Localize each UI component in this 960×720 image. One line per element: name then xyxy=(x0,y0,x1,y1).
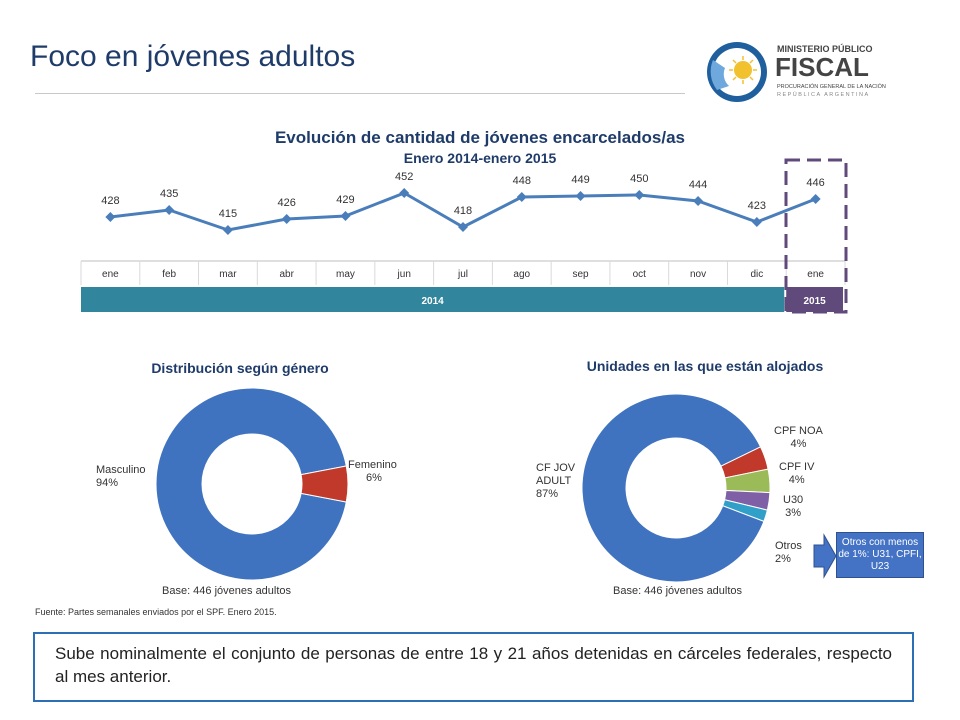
data-point xyxy=(634,190,645,200)
data-label: 429 xyxy=(336,194,354,206)
x-tick-label: ago xyxy=(513,269,530,280)
data-label: 448 xyxy=(513,175,531,187)
x-tick-label: nov xyxy=(690,269,706,280)
x-tick-label: feb xyxy=(162,269,176,280)
callout-arrow-icon xyxy=(813,533,837,579)
line-chart: 2014 2015 428 435 415 426 429 452 418 448 449 450 4… xyxy=(80,158,848,314)
otros-callout: Otros con menos de 1%: U31, CPFI, U23 xyxy=(836,532,924,578)
year-band-2014 xyxy=(81,287,785,312)
data-point xyxy=(164,205,175,215)
ministerio-publico-fiscal-logo: MINISTERIO PÚBLICO FISCAL PROCURACIÓN GE… xyxy=(707,42,886,102)
slide-title: Foco en jóvenes adultos xyxy=(30,40,356,73)
units-base-note: Base: 446 jóvenes adultos xyxy=(613,585,743,597)
data-label: 444 xyxy=(689,179,707,191)
data-label: 428 xyxy=(101,195,119,207)
line-chart-subtitle: Enero 2014-enero 2015 xyxy=(403,150,557,166)
slice-label: Otros xyxy=(775,540,802,552)
gender-chart-title: Distribución según género xyxy=(151,360,329,376)
slice-label: CPF IV xyxy=(779,461,815,473)
x-tick-label: dic xyxy=(750,269,763,280)
x-tick-label: ene xyxy=(102,269,119,280)
data-point xyxy=(399,188,410,198)
data-point xyxy=(222,225,233,235)
slice-percent: 3% xyxy=(785,507,802,519)
units-label-cpf-iv: CPF IV 4% xyxy=(779,461,814,487)
units-label-cpf-noa: CPF NOA 4% xyxy=(774,425,823,451)
year-label: 2015 xyxy=(803,296,826,307)
x-tick-label: ene xyxy=(807,269,824,280)
title-divider xyxy=(35,93,685,94)
slice-percent: 4% xyxy=(790,438,807,450)
x-tick-label: abr xyxy=(279,269,294,280)
slice-percent: 94% xyxy=(96,477,119,489)
data-point xyxy=(458,222,468,232)
logo-arc xyxy=(710,60,729,90)
slice-percent: 2% xyxy=(775,553,791,565)
slice-label: CPF NOA xyxy=(774,425,823,437)
data-label: 426 xyxy=(278,197,296,209)
slice-percent: 6% xyxy=(366,472,382,484)
data-label: 423 xyxy=(748,200,766,212)
data-label: 452 xyxy=(395,171,413,183)
slice-label: Femenino xyxy=(348,459,397,471)
x-tick-label: oct xyxy=(633,269,647,280)
slice-masculino xyxy=(155,387,347,581)
logo-line3: PROCURACIÓN GENERAL DE LA NACIÓN xyxy=(777,83,886,90)
data-point xyxy=(693,196,704,206)
data-label: 418 xyxy=(454,205,472,217)
units-donut-chart xyxy=(581,393,771,583)
x-tick-label: sep xyxy=(572,269,589,280)
gender-label-femenino: Femenino 6% xyxy=(348,459,397,485)
highlight-2015-box xyxy=(784,158,848,314)
slice-percent: 87% xyxy=(536,488,559,500)
data-point xyxy=(810,194,821,204)
slice-label: U30 xyxy=(783,494,804,506)
line-chart-title: Evolución de cantidad de jóvenes encarce… xyxy=(274,128,686,147)
year-label: 2014 xyxy=(421,296,444,307)
gender-base-note: Base: 446 jóvenes adultos xyxy=(162,585,292,597)
gender-donut-chart xyxy=(155,387,349,581)
logo-line1: MINISTERIO PÚBLICO xyxy=(777,43,873,54)
units-label-u30: U30 3% xyxy=(783,494,803,520)
x-tick-label: may xyxy=(336,269,355,280)
data-point xyxy=(516,192,527,202)
data-label: 415 xyxy=(219,208,237,220)
year-band-2015 xyxy=(786,287,843,312)
slice-cf-jov-adult xyxy=(581,393,765,583)
source-note: Fuente: Partes semanales enviados por el… xyxy=(35,607,277,617)
data-label: 449 xyxy=(571,174,589,186)
summary-box: Sube nominalmente el conjunto de persona… xyxy=(33,632,914,702)
data-label: 435 xyxy=(160,188,178,200)
slice-percent: 4% xyxy=(788,474,805,486)
logo-line4: REPÚBLICA ARGENTINA xyxy=(777,91,870,98)
x-tick-label: mar xyxy=(219,269,237,280)
units-chart-title: Unidades en las que están alojados xyxy=(586,358,824,374)
data-label: 446 xyxy=(806,177,824,189)
x-tick-label: jul xyxy=(457,269,468,280)
logo-line2: FISCAL xyxy=(775,52,869,82)
x-tick-label: jun xyxy=(397,269,411,280)
units-label-cf-jov-adult: CF JOV ADULT 87% xyxy=(536,462,596,501)
sun-icon xyxy=(734,61,752,79)
gender-label-masculino: Masculino 94% xyxy=(96,464,146,490)
data-point xyxy=(575,191,586,201)
data-point xyxy=(751,217,762,227)
slice-label: Masculino xyxy=(96,464,146,476)
data-point xyxy=(340,211,351,221)
slice-label: CF JOV ADULT xyxy=(536,462,576,487)
data-label: 450 xyxy=(630,173,648,185)
data-point xyxy=(105,212,116,222)
slice-femenino xyxy=(300,465,349,503)
units-label-otros: Otros 2% xyxy=(775,540,802,566)
data-point xyxy=(281,214,292,224)
